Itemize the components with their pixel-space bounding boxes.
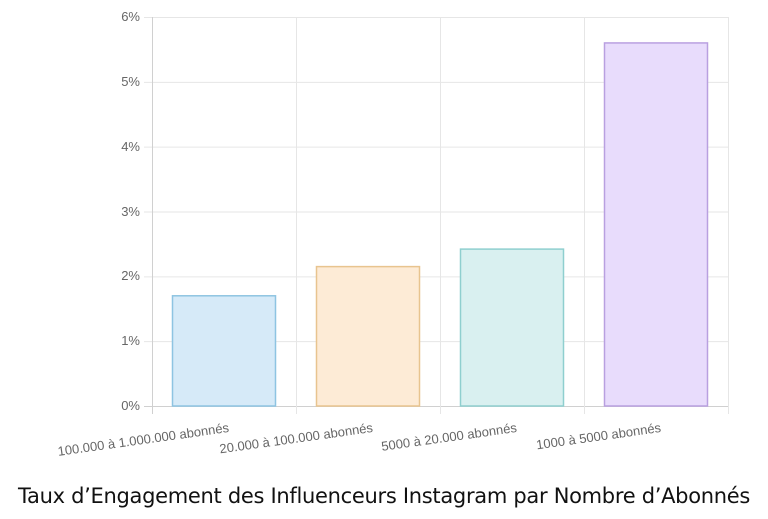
y-tick-label: 1% [121, 333, 140, 349]
chart-plot-area [144, 17, 729, 414]
y-tick-label: 0% [121, 398, 140, 413]
y-tick-label: 5% [121, 73, 140, 89]
y-tick-label: 2% [121, 268, 140, 284]
bar[interactable] [459, 248, 565, 407]
bar[interactable] [315, 265, 421, 407]
y-tick-label: 6% [121, 9, 140, 24]
bar[interactable] [171, 295, 277, 407]
bar-chart: 0% 1% 2% 3% 4% 5% 6% 100.000 à 1.000.000 abonn… [57, 9, 729, 459]
y-tick-label: 3% [121, 203, 140, 219]
y-tick-label: 4% [121, 138, 140, 154]
bar[interactable] [603, 42, 709, 407]
chart-title: Taux d’Engagement des Influenceurs Insta… [17, 484, 751, 508]
